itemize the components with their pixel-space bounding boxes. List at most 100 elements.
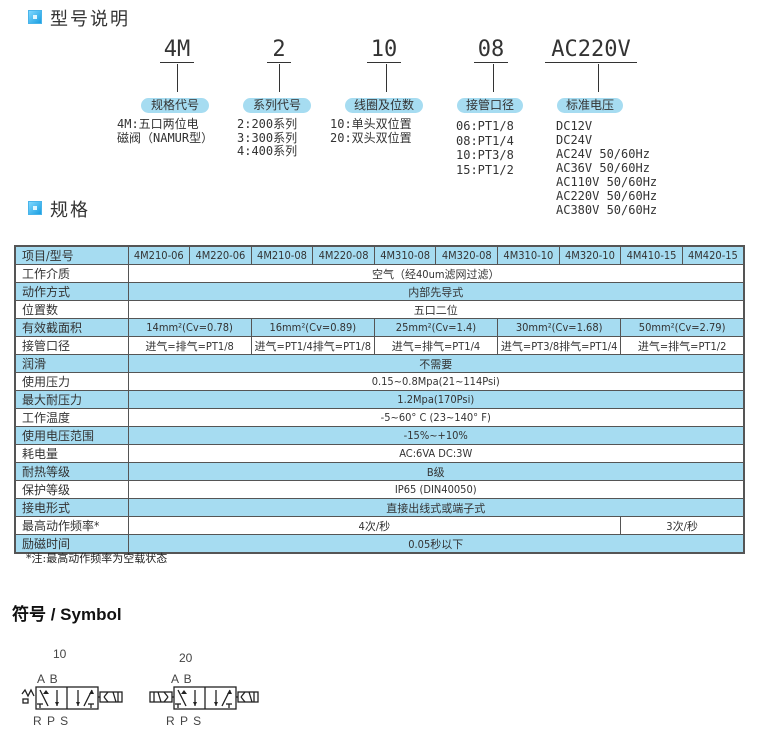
option: 06:PT1/8 xyxy=(456,119,514,133)
label-port-size: 接管口径 xyxy=(457,98,523,113)
code-series-type: 4M xyxy=(160,38,194,63)
option: AC110V 50/60Hz xyxy=(556,175,658,189)
row-label: 耗电量 xyxy=(14,444,129,463)
footnote: *注:最高动作频率为空载状态 xyxy=(26,552,168,565)
symbol-ports-top: A B xyxy=(37,672,59,686)
row-value: 不需要 xyxy=(127,354,745,373)
row-value: 五口二位 xyxy=(127,300,745,319)
table-row: 使用压力 0.15~0.8Mpa(21~114Psi) xyxy=(14,372,745,391)
row-value: 进气=PT3/8排气=PT1/4 xyxy=(497,336,622,355)
option: AC380V 50/60Hz xyxy=(556,203,658,217)
row-label: 动作方式 xyxy=(14,282,129,301)
section-bullet-icon xyxy=(28,10,42,24)
option: 20:双头双位置 xyxy=(330,130,412,145)
row-label: 润滑 xyxy=(14,354,129,373)
row-label: 工作温度 xyxy=(14,408,129,427)
table-header-row: 项目/型号 4M210-06 4M220-06 4M210-08 4M220-08 4M3… xyxy=(14,245,745,265)
option: DC24V xyxy=(556,133,593,147)
option: 磁阀（NAMUR型） xyxy=(117,130,214,145)
model-header-cell: 4M210-06 xyxy=(127,245,191,265)
option: 15:PT1/2 xyxy=(456,162,514,177)
table-row: 保护等级 IP65 (DIN40050) xyxy=(14,480,745,499)
table-row: 使用电压范围 -15%~+10% xyxy=(14,426,745,445)
table-row: 最高动作频率* 4次/秒 3次/秒 xyxy=(14,516,745,535)
row-value: 14mm²(Cv=0.78) xyxy=(127,318,252,337)
options-port: 06:PT1/8 08:PT1/4 10:PT3/8 15:PT1/2 xyxy=(456,119,514,177)
option: 2:200系列 xyxy=(237,117,298,131)
valve-symbol-single-solenoid-icon xyxy=(21,686,123,710)
table-row: 位置数 五口二位 xyxy=(14,300,745,319)
table-row: 接管口径 进气=排气=PT1/8 进气=PT1/4排气=PT1/8 进气=排气=PT1… xyxy=(14,336,745,355)
row-value: 4次/秒 xyxy=(127,516,622,535)
row-value: 空气（经40um滤网过滤） xyxy=(127,264,745,283)
row-value: IP65 (DIN40050) xyxy=(127,480,745,499)
symbol-ports-top: A B xyxy=(171,672,193,686)
row-label: 励磁时间 xyxy=(14,534,129,554)
section-title-model: 型号说明 xyxy=(50,9,130,30)
label-spec-code: 规格代号 xyxy=(141,98,209,113)
code-coil: 10 xyxy=(367,38,401,63)
option: 10:单头双位置 xyxy=(330,117,412,131)
symbol-ports-bottom: R P S xyxy=(33,714,70,728)
row-value: -15%~+10% xyxy=(127,426,745,445)
row-label: 耐热等级 xyxy=(14,462,129,481)
table-row: 耗电量 AC:6VA DC:3W xyxy=(14,444,745,463)
option: AC36V 50/60Hz xyxy=(556,161,650,175)
row-value: 16mm²(Cv=0.89) xyxy=(250,318,375,337)
row-label: 使用电压范围 xyxy=(14,426,129,445)
connector-line xyxy=(493,64,494,92)
spec-table: 项目/型号 4M210-06 4M220-06 4M210-08 4M220-08 4M3… xyxy=(14,245,745,554)
row-value: 0.15~0.8Mpa(21~114Psi) xyxy=(127,372,745,391)
model-header-cell: 4M210-08 xyxy=(250,245,314,265)
row-value: -5~60° C (23~140° F) xyxy=(127,408,745,427)
code-voltage: AC220V xyxy=(545,38,637,63)
row-value: 25mm²(Cv=1.4) xyxy=(373,318,499,337)
options-voltage: DC12V DC24V AC24V 50/60Hz AC36V 50/60Hz AC11… xyxy=(556,119,657,217)
row-value: 直接出线式或端子式 xyxy=(127,498,745,517)
options-coil: 10:单头双位置 20:双头双位置 xyxy=(330,117,412,145)
section-title-spec: 规格 xyxy=(50,200,90,221)
table-row: 工作介质 空气（经40um滤网过滤） xyxy=(14,264,745,283)
row-label: 最高动作频率* xyxy=(14,516,129,535)
table-row: 最大耐压力 1.2Mpa(170Psi) xyxy=(14,390,745,409)
option: 10:PT3/8 xyxy=(456,148,514,162)
label-standard-voltage: 标准电压 xyxy=(557,98,623,113)
row-value: 进气=排气=PT1/4 xyxy=(373,336,499,355)
table-row: 工作温度 -5~60° C (23~140° F) xyxy=(14,408,745,427)
row-value: 3次/秒 xyxy=(620,516,745,535)
model-header-cell: 4M220-08 xyxy=(312,245,375,265)
row-label: 位置数 xyxy=(14,300,129,319)
model-header-cell: 4M320-10 xyxy=(558,245,622,265)
row-value: B级 xyxy=(127,462,745,481)
row-label: 最大耐压力 xyxy=(14,390,129,409)
row-value: 进气=排气=PT1/2 xyxy=(620,336,745,355)
code-series: 2 xyxy=(267,38,291,63)
row-label: 保护等级 xyxy=(14,480,129,499)
row-value: 内部先导式 xyxy=(127,282,745,301)
model-header-cell: 4M220-06 xyxy=(189,245,252,265)
connector-line xyxy=(177,64,178,92)
option: AC220V 50/60Hz xyxy=(556,189,658,203)
row-value: 50mm²(Cv=2.79) xyxy=(620,318,745,337)
option: 4M:五口两位电 xyxy=(117,117,199,131)
model-header-cell: 4M420-15 xyxy=(681,245,745,265)
model-header-cell: 4M410-15 xyxy=(620,245,683,265)
section-bullet-icon xyxy=(28,201,42,215)
row-value: 30mm²(Cv=1.68) xyxy=(497,318,622,337)
table-row: 动作方式 内部先导式 xyxy=(14,282,745,301)
label-coil-positions: 线圈及位数 xyxy=(345,98,423,113)
code-port: 08 xyxy=(474,38,508,63)
connector-line xyxy=(279,64,280,92)
symbol-code-20: 20 xyxy=(179,651,193,665)
row-label: 有效截面积 xyxy=(14,318,129,337)
options-series: 2:200系列 3:300系列 4:400系列 xyxy=(237,117,298,159)
item-header-cell: 项目/型号 xyxy=(14,245,129,265)
row-label: 接管口径 xyxy=(14,336,129,355)
connector-line xyxy=(386,64,387,92)
row-value: AC:6VA DC:3W xyxy=(127,444,745,463)
option: 08:PT1/4 xyxy=(456,133,514,148)
row-value: 进气=PT1/4排气=PT1/8 xyxy=(250,336,375,355)
connector-line xyxy=(598,64,599,92)
row-label: 接电形式 xyxy=(14,498,129,517)
